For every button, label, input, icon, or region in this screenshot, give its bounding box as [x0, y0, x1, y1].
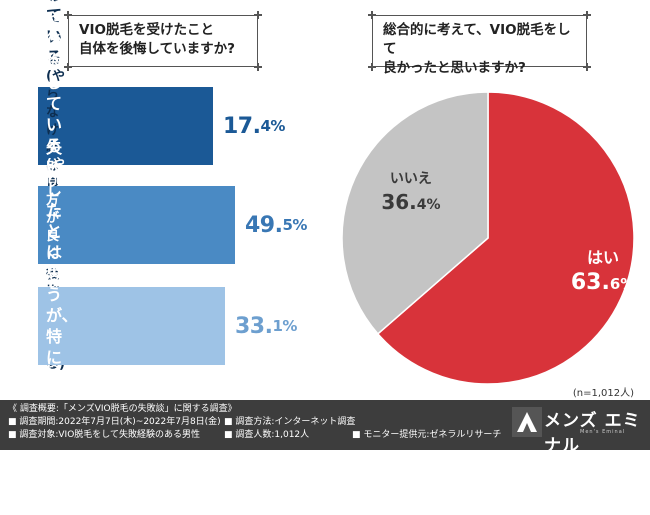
- right-question-box: 総合的に考えて、VIO脱毛をして 良かったと思いますか?: [368, 11, 591, 76]
- survey-period: ■ 調査期間:2022年7月7日(木)~2022年7月8日(金): [8, 417, 221, 427]
- brand-logo-subtext: Men's Eminal: [580, 429, 626, 435]
- bar-value-very-regret: 17. 4%: [223, 87, 285, 165]
- corner-mark: [64, 11, 72, 19]
- bar-value-no-regret: 33. 1%: [235, 287, 297, 365]
- bar-somewhat-regret: [38, 186, 235, 264]
- bar-no-regret: [38, 287, 225, 365]
- sample-size-note: (n=1,012人): [572, 388, 634, 399]
- value-decimal: 1%: [272, 317, 297, 335]
- bar-value-somewhat-regret: 49. 5%: [245, 186, 307, 264]
- corner-mark: [254, 11, 262, 19]
- corner-mark: [254, 63, 262, 71]
- brand-logo-icon: [512, 407, 542, 437]
- corner-mark: [368, 63, 376, 71]
- corner-mark: [64, 63, 72, 71]
- right-question-line2: 良かったと思いますか?: [383, 60, 526, 76]
- value-integer: 49.: [245, 212, 283, 238]
- main-panel: VIO脱毛を受けたこと 自体を後悔していますか? 総合的に考えて、VIO脱毛をし…: [38, 0, 635, 399]
- corner-mark: [583, 63, 591, 71]
- left-question-box: VIO脱毛を受けたこと 自体を後悔していますか?: [64, 11, 262, 71]
- corner-mark: [583, 11, 591, 19]
- pie-value-yes: 63.6%: [571, 270, 635, 295]
- value-decimal: 5%: [282, 216, 307, 234]
- survey-target: ■ 調査対象:VIO脱毛をして失敗経験のある男性: [8, 430, 201, 440]
- value-decimal: 4%: [260, 117, 285, 135]
- bar-main-label: とても後悔している: [46, 0, 63, 67]
- pie-label-yes: はい: [587, 248, 619, 267]
- survey-title: 《 調査概要:「メンズVIO脱毛の失敗談」に関する調査》: [8, 404, 237, 414]
- survey-count: ■ 調査人数:1,012人: [224, 430, 310, 440]
- pie-value-no: 36.4%: [381, 190, 440, 214]
- pie-label-no: いいえ: [390, 171, 432, 187]
- left-question-line2: 自体を後悔していますか?: [79, 41, 235, 57]
- right-question-line1: 総合的に考えて、VIO脱毛をして: [383, 22, 571, 57]
- pie-slice-no: [341, 91, 489, 335]
- left-question-line1: VIO脱毛を受けたこと: [79, 22, 214, 38]
- bar-main-label: 失敗したとは思うが、: [46, 138, 78, 325]
- pie-slice-yes: [376, 91, 635, 385]
- corner-mark: [368, 11, 376, 19]
- bar-very-regret: [38, 87, 213, 165]
- value-integer: 17.: [223, 113, 261, 139]
- value-integer: 33.: [235, 313, 273, 339]
- pie-chart: はい 63.6% いいえ 36.4%: [341, 91, 635, 385]
- survey-method: ■ 調査方法:インターネット調査: [224, 417, 356, 427]
- bar-main-label: やや後悔している: [46, 0, 63, 155]
- survey-provider: ■ モニター提供元:ゼネラルリサーチ: [352, 430, 502, 440]
